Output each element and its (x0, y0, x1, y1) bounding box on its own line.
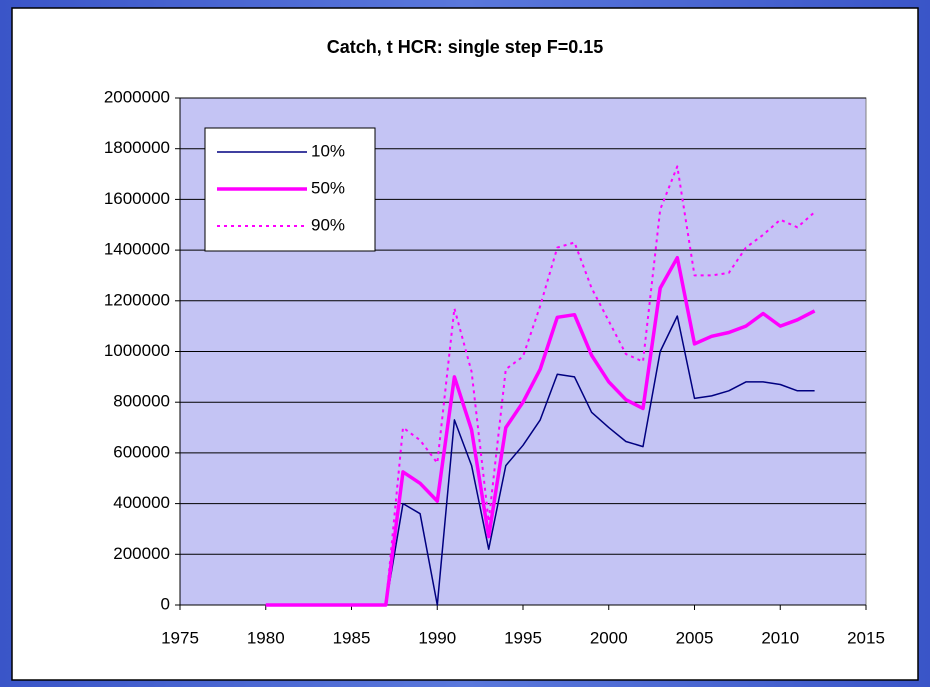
y-tick-label: 1400000 (104, 240, 170, 259)
y-tick-label: 1000000 (104, 341, 170, 360)
x-tick-label: 1985 (333, 628, 371, 647)
legend-label: 10% (311, 141, 345, 160)
series-line (265, 165, 816, 606)
x-tick-label: 1990 (418, 628, 456, 647)
x-tick-label: 1980 (247, 628, 285, 647)
y-tick-label: 200000 (113, 544, 170, 563)
y-tick-label: 2000000 (104, 87, 170, 106)
y-tick-label: 1200000 (104, 290, 170, 309)
y-tick-label: 800000 (113, 392, 170, 411)
x-tick-label: 2005 (676, 628, 714, 647)
x-tick-label: 1975 (161, 628, 199, 647)
x-tick-label: 1995 (504, 628, 542, 647)
y-tick-label: 0 (161, 594, 170, 613)
y-tick-label: 600000 (113, 442, 170, 461)
x-tick-label: 2015 (847, 628, 885, 647)
legend-label: 90% (311, 215, 345, 234)
x-tick-label: 2000 (590, 628, 628, 647)
y-tick-label: 1800000 (104, 138, 170, 157)
y-tick-label: 1600000 (104, 189, 170, 208)
chart-title: Catch, t HCR: single step F=0.15 (327, 37, 604, 57)
x-tick-label: 2010 (761, 628, 799, 647)
legend-label: 50% (311, 178, 345, 197)
y-tick-label: 400000 (113, 493, 170, 512)
